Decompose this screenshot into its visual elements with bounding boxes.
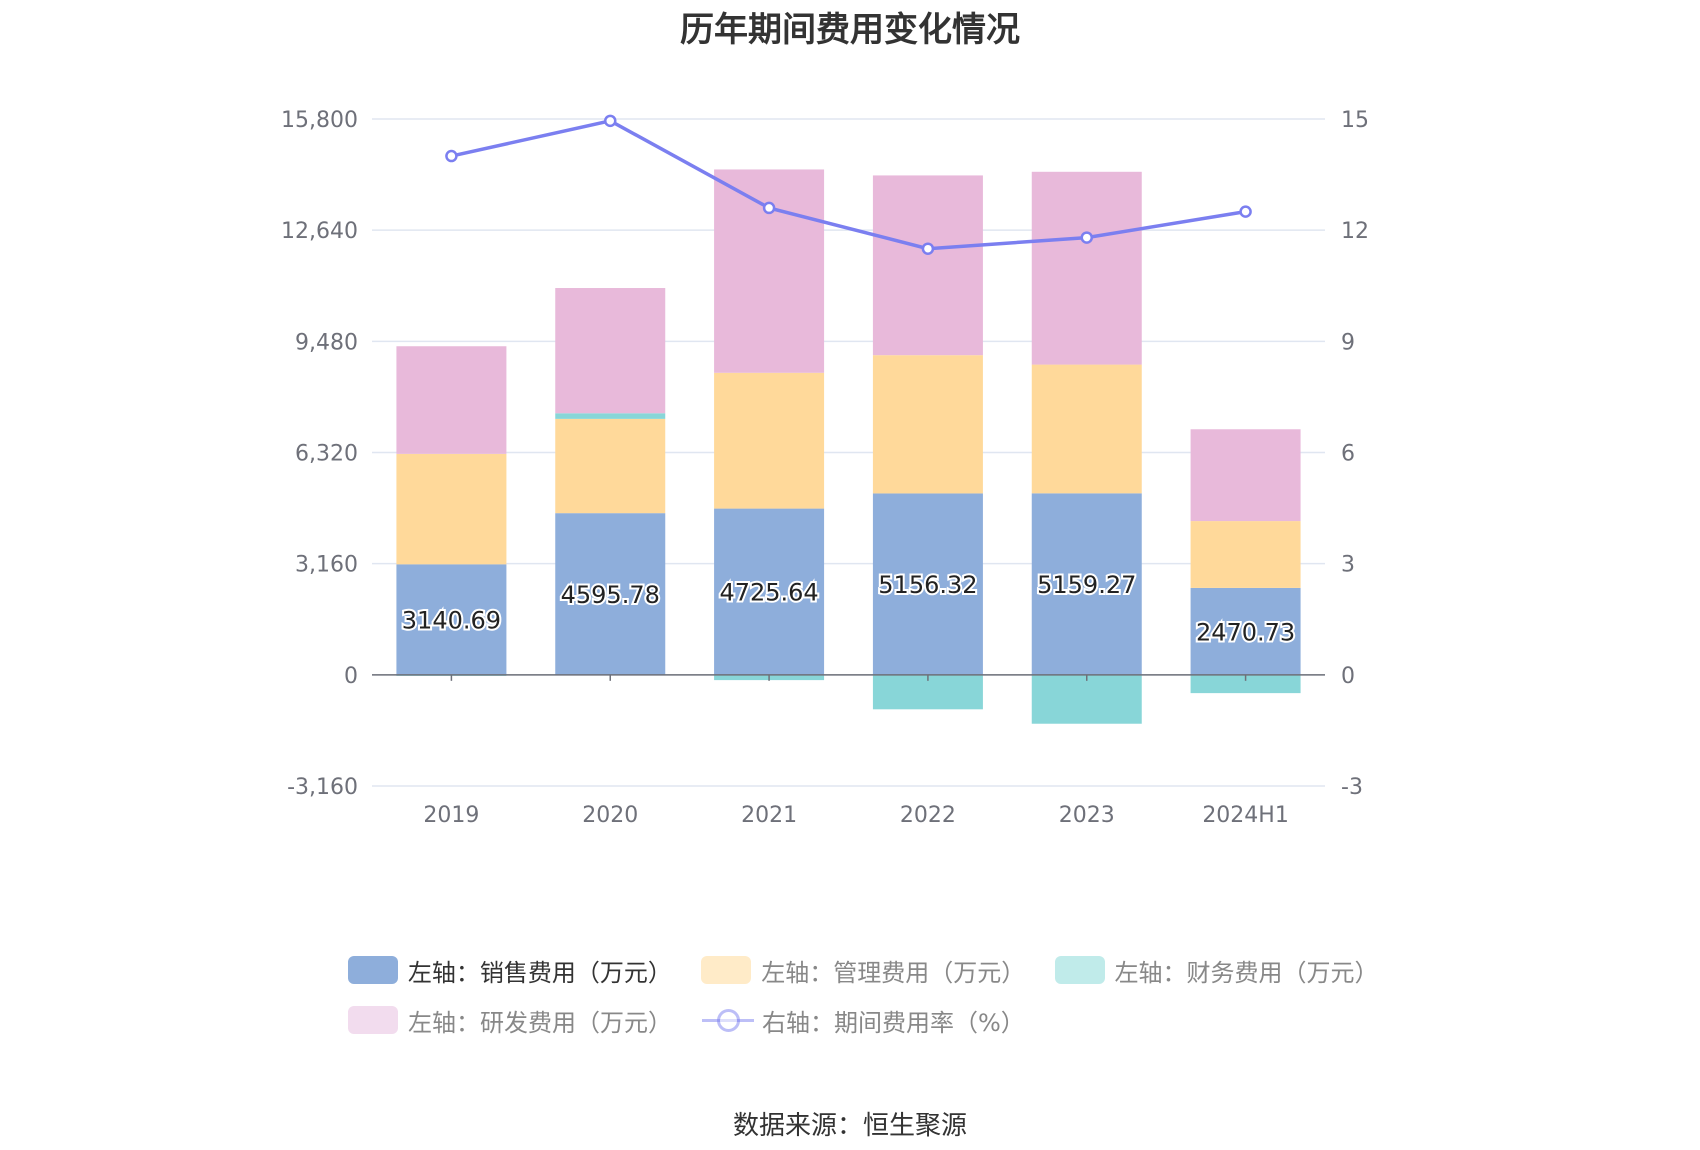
legend-item-rate[interactable]: 右轴：期间费用率（%） [702,1003,1025,1038]
right-axis-tick-label: 15 [1341,108,1369,133]
bar-segment [714,372,825,509]
bar-segment [555,413,666,419]
data-label: 4725.64 [719,579,818,607]
bar-segment [396,346,507,454]
left-axis-tick-label: 9,480 [295,330,358,355]
data-label-layer: 3140.69 4595.78 4725.64 5156.32 5159.27 2470.… [400,569,1297,648]
bar-segment [1190,521,1301,588]
bar-segment [555,513,666,675]
legend-swatch-finance [1054,956,1105,984]
left-axis-tick-label: -3,160 [287,775,358,800]
right-axis-tick-label: 6 [1341,442,1355,467]
bar-segment [872,175,983,356]
x-axis-tick-label: 2021 [741,803,797,828]
legend-line-icon [702,1006,754,1034]
rate-point [762,201,776,215]
bar-segment [1190,674,1301,694]
legend-swatch-sales [348,956,398,984]
bar-segment [714,169,825,373]
legend-swatch-admin [701,956,752,984]
x-axis-tick-label: 2023 [1059,803,1115,828]
legend-swatch-rnd [348,1006,398,1034]
legend-item-admin[interactable]: 左轴：管理费用（万元） [701,953,1026,988]
bar-segment [872,493,983,675]
chart-title: 历年期间费用变化情况 [680,10,1020,50]
rate-point [921,242,935,255]
bar-segment [1031,674,1142,724]
x-axis-tick-label: 2019 [423,803,479,828]
legend-label-sales: 左轴：销售费用（万元） [407,958,672,987]
legend-item-sales[interactable]: 左轴：销售费用（万元） [348,953,672,988]
x-axis-tick-label: 2020 [582,803,638,828]
legend-label-rnd: 左轴：研发费用（万元） [408,1008,672,1037]
right-axis-tick-label: 9 [1341,330,1355,355]
right-axis-tick-label: 0 [1341,664,1355,689]
bar-segment [1031,171,1142,365]
left-axis-tick-label: 15,800 [281,108,358,133]
legend-item-finance[interactable]: 左轴：财务费用（万元） [1054,953,1379,988]
x-axis-tick-label: 2024H1 [1202,803,1289,828]
bar-segment [1190,429,1301,522]
grid-lines [372,118,1325,787]
rate-point [445,149,458,163]
left-axis-tick-label: 0 [344,664,358,689]
right-axis-tick-label: 3 [1341,553,1355,578]
legend: 左轴：销售费用（万元） 左轴：管理费用（万元） 左轴：财务费用（万元） 左轴：研… [348,945,1408,1045]
bar-segment [555,418,666,514]
rate-line-layer [445,114,1252,255]
bar-segment [714,508,825,675]
left-axis-tick-label: 6,320 [295,442,358,467]
bar-segment [396,564,507,675]
x-axis-tick-label: 2022 [900,803,956,828]
data-label: 5159.27 [1037,571,1136,599]
legend-label-rate: 右轴：期间费用率（%） [762,1008,1025,1037]
bar-segment [1031,493,1142,675]
bar-segment [1190,587,1301,675]
axes: -3,160 -3 0 0 3,160 3 6,320 6 9,480 9 12,640 12 15,8… [281,108,1369,828]
legend-label-finance: 左轴：财务费用（万元） [1114,958,1379,987]
bar-segment [396,453,507,565]
bar-segment [555,288,666,414]
bar-segment [872,355,983,494]
data-label: 4595.78 [561,581,660,609]
legend-item-rnd[interactable]: 左轴：研发费用（万元） [348,1003,672,1038]
rate-point [1080,231,1093,244]
bar-segment [1031,364,1142,494]
data-label: 2470.73 [1196,618,1295,646]
right-axis-tick-label: 12 [1341,219,1369,244]
data-source: 数据来源：恒生聚源 [732,1111,967,1141]
right-axis-tick-label: -3 [1341,775,1363,800]
left-axis-tick-label: 3,160 [295,553,358,578]
data-label: 3140.69 [402,607,501,635]
rate-line [451,119,1246,251]
rate-point [604,114,617,128]
data-label: 5156.32 [878,571,977,599]
legend-label-admin: 左轴：管理费用（万元） [761,958,1026,987]
left-axis-tick-label: 12,640 [281,219,358,244]
rate-point [1239,205,1252,218]
bar-layer [396,169,1301,724]
